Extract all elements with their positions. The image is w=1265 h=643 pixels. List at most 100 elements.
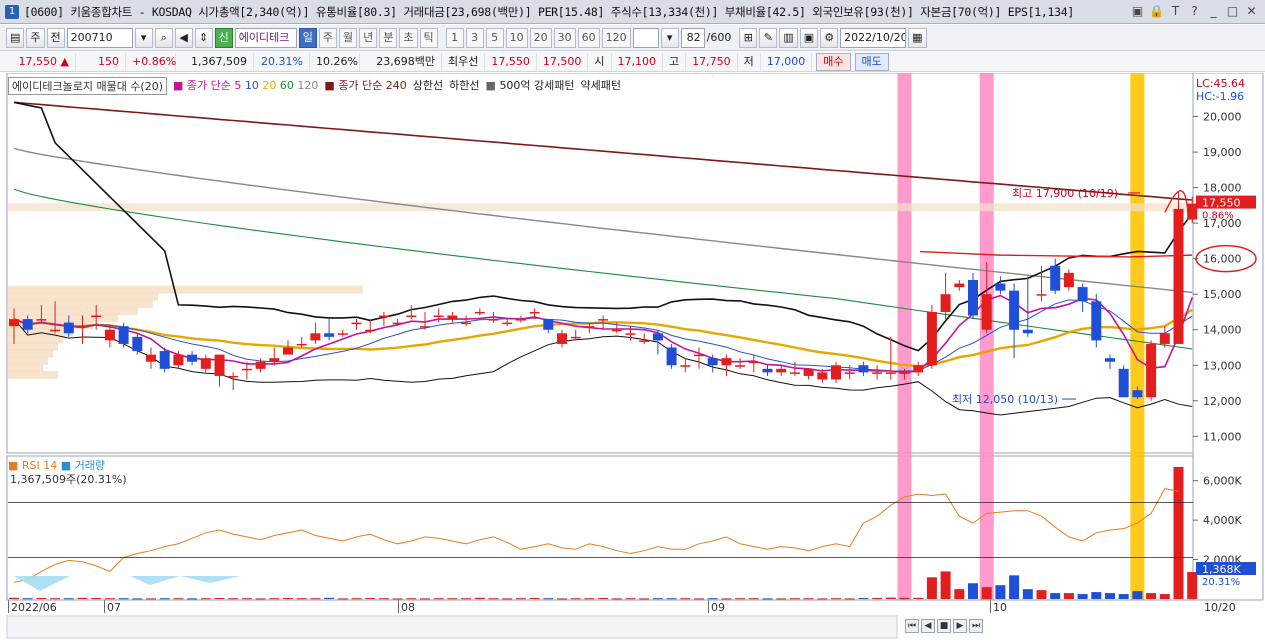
count-input[interactable]: 82 — [680, 27, 705, 48]
interval-1[interactable]: 1 — [445, 27, 464, 48]
current-volume-box — [1196, 562, 1256, 576]
candle-body — [269, 358, 280, 362]
candle-body — [831, 365, 841, 380]
candle-body — [159, 351, 170, 369]
volume-bar — [173, 598, 184, 600]
volume-bar — [283, 598, 293, 600]
candle-body — [1036, 294, 1047, 296]
candle-body — [420, 326, 430, 328]
price-change-pct: +0.86% — [126, 52, 176, 71]
volume-bar — [9, 597, 19, 599]
date-input[interactable]: 2022/10/20 — [840, 27, 907, 48]
candle-body — [776, 368, 787, 373]
volume-bar — [529, 598, 540, 600]
price-chart[interactable]: 20,000 19,000 18,000 17,000 16,000 15,000 14,0… — [0, 72, 1265, 643]
stock-name-field[interactable]: 에이디테크 — [234, 27, 297, 48]
scroll-right-icon[interactable]: ▶ — [953, 619, 967, 633]
interval-20[interactable]: 20 — [529, 27, 552, 48]
volume-bar — [1022, 589, 1033, 599]
price-tick-label: 19,000 — [1203, 146, 1242, 159]
volume-ratio: 20.31% — [254, 52, 310, 71]
volume-bar — [1173, 466, 1184, 599]
volume-bar — [132, 598, 143, 600]
volume-bar — [625, 598, 636, 600]
minimize-icon[interactable]: _ — [1210, 4, 1217, 18]
interval-60[interactable]: 60 — [577, 27, 600, 48]
volume-bar — [22, 598, 33, 600]
interval-3[interactable]: 3 — [465, 27, 484, 48]
price-tick-label: 18,000 — [1203, 182, 1242, 195]
volume-bar — [557, 598, 567, 600]
volume-bar — [337, 598, 348, 600]
stop-icon[interactable]: ■ — [937, 619, 951, 633]
sort-icon[interactable]: ⇕ — [194, 27, 213, 48]
high-value: 17,750 — [686, 52, 738, 71]
text-icon[interactable]: T — [1171, 4, 1180, 18]
help-icon[interactable]: ? — [1191, 4, 1198, 18]
candle-body — [981, 294, 992, 330]
sell-button[interactable]: 매도 — [854, 52, 889, 71]
scroll-left-icon[interactable]: ◀ — [921, 619, 935, 633]
buy-button[interactable]: 매수 — [816, 52, 851, 71]
interval-30[interactable]: 30 — [553, 27, 576, 48]
volume-profile-bar — [8, 314, 118, 323]
candle-body — [1132, 390, 1143, 398]
open-label: 시 — [588, 52, 612, 71]
interval-5[interactable]: 5 — [485, 27, 504, 48]
volume-bar — [255, 598, 266, 600]
current-pct-label: 0.86% — [1202, 211, 1234, 222]
print-icon[interactable]: ▥ — [779, 27, 798, 48]
candle-body — [187, 354, 198, 362]
volume-bar — [77, 597, 88, 599]
scroll-first-icon[interactable]: ⏮ — [905, 619, 919, 633]
volume-caption: 1,367,509주(20.31%) — [10, 473, 127, 486]
volume-bar — [584, 598, 595, 600]
close-icon[interactable]: ✕ — [1246, 4, 1257, 18]
type-button[interactable]: 주 — [26, 27, 45, 48]
candle-body — [584, 326, 595, 328]
candle-body — [1063, 272, 1074, 288]
lock-icon[interactable]: 🔒 — [1149, 4, 1164, 18]
scroll-last-icon[interactable]: ⏭ — [969, 619, 983, 633]
volume-bar — [899, 597, 910, 599]
candle-body — [1091, 301, 1102, 341]
chevron-down-icon[interactable]: ▾ — [134, 27, 153, 48]
volume-bar — [762, 598, 773, 600]
gear-icon[interactable]: ⚙ — [820, 27, 839, 48]
chart-icon[interactable]: ▣ — [1131, 4, 1144, 18]
calendar-icon[interactable]: ▦ — [908, 27, 927, 48]
current-volume-pct: 20.31% — [1202, 577, 1240, 588]
chevron-down-icon[interactable]: ▾ — [660, 27, 679, 48]
period-week[interactable]: 주 — [318, 27, 338, 48]
turnover-rate: 10.26% — [310, 52, 360, 71]
period-minute[interactable]: 분 — [379, 27, 398, 48]
period-year[interactable]: 년 — [359, 27, 378, 48]
interval-120[interactable]: 120 — [601, 27, 631, 48]
volume-tick-label: 4,000K — [1203, 514, 1242, 527]
interval-custom-input[interactable] — [632, 27, 659, 48]
restore-icon[interactable]: □ — [1226, 4, 1239, 18]
save-icon[interactable]: ▣ — [799, 27, 819, 48]
volume-bar — [118, 598, 129, 600]
volume-bar — [913, 597, 924, 599]
prev-button[interactable]: 전 — [46, 27, 65, 48]
speaker-icon[interactable]: ◀ — [174, 27, 193, 48]
volume-bar — [104, 598, 115, 600]
period-tick[interactable]: 틱 — [419, 27, 438, 48]
chart-area[interactable]: 20,000 19,000 18,000 17,000 16,000 15,000 14,0… — [0, 72, 1265, 643]
period-month[interactable]: 월 — [339, 27, 358, 48]
trade-amount: 23,698백만 — [360, 52, 442, 71]
candle-body — [378, 315, 389, 318]
legend-title[interactable]: 에이디테크놀로지 매물대 수(20) — [8, 77, 168, 95]
indicator-icon[interactable]: ⊞ — [739, 27, 758, 48]
period-second[interactable]: 초 — [399, 27, 418, 48]
interval-10[interactable]: 10 — [505, 27, 528, 48]
stock-code-input[interactable]: 200710 — [66, 27, 133, 48]
search-icon[interactable]: ⌕ — [154, 27, 173, 48]
price-tick-label: 15,000 — [1203, 288, 1242, 301]
candle-body — [1105, 358, 1115, 362]
draw-icon[interactable]: ✎ — [759, 27, 778, 48]
layout-icon[interactable]: ▤ — [6, 27, 25, 48]
period-day[interactable]: 일 — [298, 27, 317, 48]
volume-bar — [1077, 594, 1088, 599]
